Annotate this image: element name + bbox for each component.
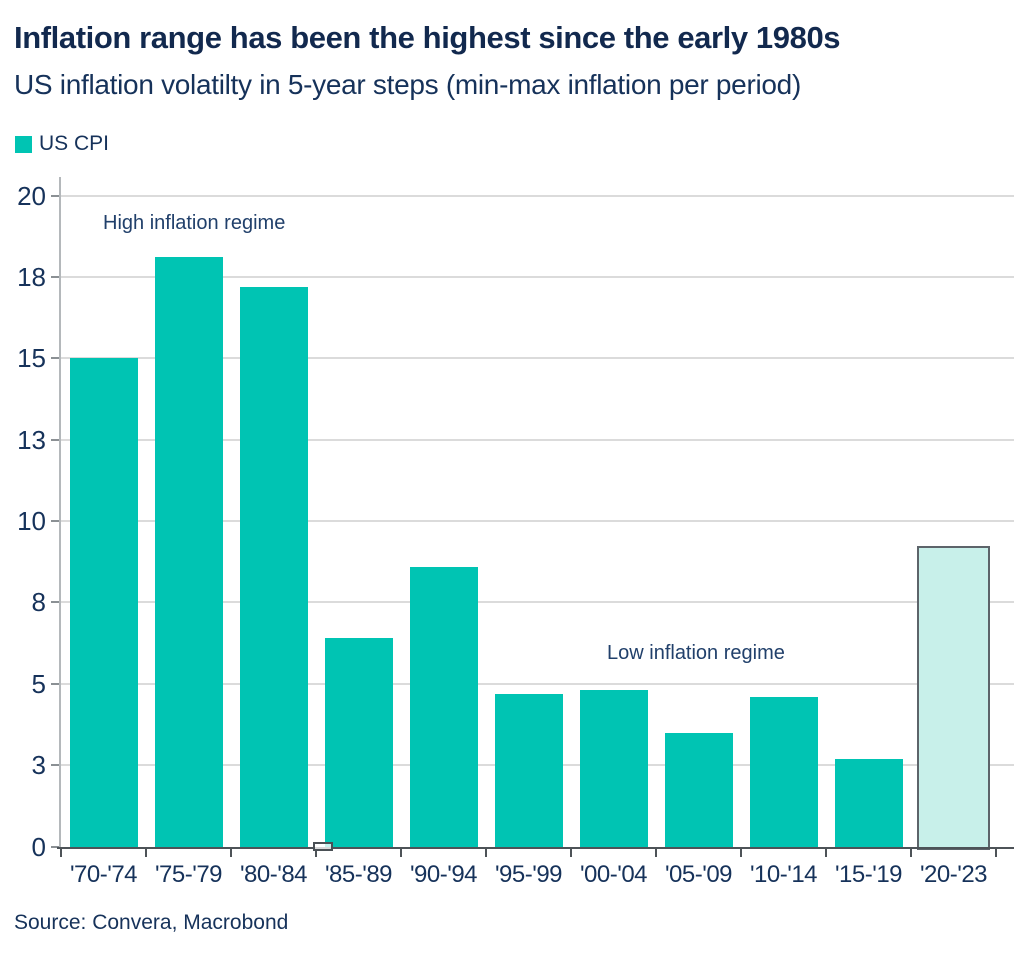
x-axis-label: '85-'89 bbox=[324, 861, 393, 888]
y-axis-label: 0 bbox=[31, 831, 46, 862]
y-axis-tick bbox=[51, 845, 59, 848]
bar-85-89 bbox=[324, 638, 393, 847]
chart-subtitle: US inflation volatilty in 5-year steps (… bbox=[14, 69, 801, 100]
x-axis-label: '70-'74 bbox=[69, 861, 138, 888]
y-axis-tick bbox=[51, 682, 59, 685]
baseline-marker-box bbox=[313, 841, 333, 851]
gridline bbox=[59, 601, 1014, 604]
annotation-high-inflation: High inflation regime bbox=[103, 212, 286, 234]
bar-70-74 bbox=[69, 358, 138, 847]
bar-75-79 bbox=[154, 257, 223, 847]
chart-title: Inflation range has been the highest sin… bbox=[14, 20, 841, 55]
x-axis-label: '95-'99 bbox=[494, 861, 563, 888]
y-axis-tick bbox=[51, 438, 59, 441]
x-axis-tick bbox=[230, 848, 232, 857]
x-axis-tick bbox=[655, 848, 657, 857]
x-axis-label: '15-'19 bbox=[834, 861, 903, 888]
bar-90-94 bbox=[409, 566, 478, 847]
x-axis-label: '90-'94 bbox=[409, 861, 478, 888]
x-axis-tick bbox=[145, 848, 147, 857]
y-axis-tick bbox=[51, 520, 59, 522]
y-axis-label: 3 bbox=[31, 750, 46, 781]
gridline bbox=[59, 520, 1014, 522]
annotation-low-inflation: Low inflation regime bbox=[607, 642, 785, 664]
bar-05-09 bbox=[664, 732, 733, 847]
bar-00-04 bbox=[579, 690, 648, 847]
y-axis-label: 5 bbox=[31, 668, 46, 699]
y-axis-label: 8 bbox=[31, 587, 46, 618]
source-note: Source: Convera, Macrobond bbox=[14, 911, 289, 934]
x-axis-tick bbox=[570, 848, 572, 857]
y-axis-tick bbox=[51, 601, 59, 604]
x-axis-tick bbox=[740, 848, 742, 857]
bar-80-84 bbox=[239, 286, 308, 847]
bar-10-14 bbox=[749, 696, 818, 847]
gridline bbox=[59, 357, 1014, 360]
y-axis-tick bbox=[51, 194, 59, 197]
bar-20-23 bbox=[917, 545, 990, 850]
x-axis-label: '80-'84 bbox=[239, 861, 308, 888]
bar-95-99 bbox=[494, 693, 563, 847]
gridline bbox=[59, 275, 1014, 278]
x-axis-tick bbox=[825, 848, 827, 857]
y-axis-line bbox=[59, 177, 61, 847]
x-axis-label: '10-'14 bbox=[749, 861, 818, 888]
x-axis-tick bbox=[60, 848, 62, 857]
x-axis-tick bbox=[315, 848, 317, 857]
x-axis-label: '05-'09 bbox=[664, 861, 733, 888]
x-axis-tick bbox=[485, 848, 487, 857]
gridline bbox=[59, 194, 1014, 197]
y-axis-label: 20 bbox=[17, 180, 46, 211]
y-axis-label: 18 bbox=[17, 261, 46, 292]
y-axis-tick bbox=[51, 764, 59, 767]
y-axis-label: 15 bbox=[17, 343, 46, 374]
x-axis-label: '20-'23 bbox=[919, 861, 988, 888]
x-axis-tick bbox=[400, 848, 402, 857]
y-axis-tick bbox=[51, 275, 59, 278]
x-axis-tick bbox=[910, 848, 912, 857]
x-axis-line bbox=[57, 847, 1014, 849]
legend-swatch-icon bbox=[15, 135, 32, 153]
gridline bbox=[59, 438, 1014, 441]
x-axis-label: '00-'04 bbox=[579, 861, 648, 888]
y-axis-tick bbox=[51, 357, 59, 360]
legend: US CPI bbox=[15, 132, 109, 156]
legend-label: US CPI bbox=[39, 132, 110, 155]
y-axis-label: 10 bbox=[17, 506, 46, 536]
gridline bbox=[59, 682, 1014, 685]
x-axis-label: '75-'79 bbox=[154, 861, 223, 888]
y-axis-label: 13 bbox=[17, 424, 46, 455]
x-axis-tick bbox=[995, 848, 997, 857]
bar-15-19 bbox=[834, 758, 903, 847]
